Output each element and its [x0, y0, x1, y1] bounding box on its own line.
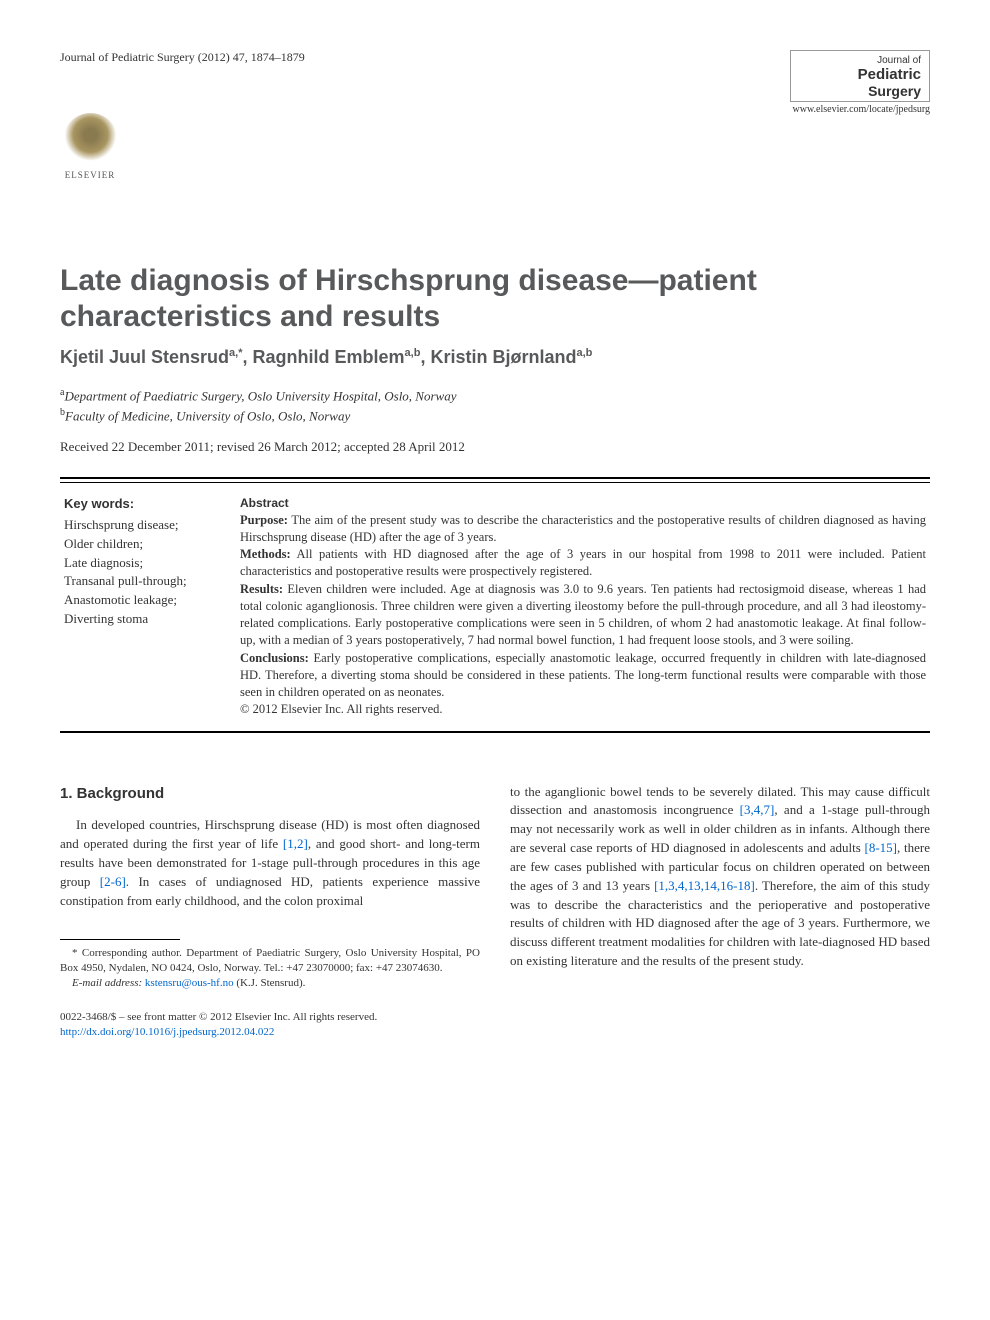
elsevier-tree-icon: [63, 113, 118, 168]
citation-line: Journal of Pediatric Surgery (2012) 47, …: [60, 50, 305, 65]
author-1-name: Kjetil Juul Stensrud: [60, 347, 229, 367]
ref-link-2-6[interactable]: [2-6]: [100, 874, 126, 889]
journal-name-2: Surgery: [799, 83, 921, 99]
journal-url: www.elsevier.com/locate/jpedsurg: [793, 104, 930, 115]
header-row: Journal of Pediatric Surgery (2012) 47, …: [60, 50, 930, 115]
abstract-results: Results: Eleven children were included. …: [240, 581, 926, 650]
footnote-separator: [60, 939, 180, 940]
journal-box: Journal of Pediatric Surgery: [790, 50, 930, 102]
conclusions-label: Conclusions:: [240, 651, 309, 665]
keywords-list: Hirschsprung disease; Older children; La…: [64, 516, 226, 629]
abstract-conclusions: Conclusions: Early postoperative complic…: [240, 650, 926, 702]
publisher-label: ELSEVIER: [65, 170, 116, 180]
email-suffix: (K.J. Stensrud).: [234, 977, 306, 989]
abstract-heading: Abstract: [240, 495, 926, 512]
ref-link-3-4-7[interactable]: [3,4,7]: [740, 802, 775, 817]
abstract-purpose: Purpose: The aim of the present study wa…: [240, 512, 926, 547]
abstract-panel: Abstract Purpose: The aim of the present…: [240, 482, 930, 731]
bottom-matter: 0022-3468/$ – see front matter © 2012 El…: [60, 1010, 480, 1041]
publisher-logo-row: ELSEVIER: [60, 113, 930, 183]
right-column: to the aganglionic bowel tends to be sev…: [510, 783, 930, 1041]
author-2-sup: a,b: [405, 347, 421, 359]
journal-of-label: Journal of: [799, 55, 921, 66]
corresponding-footnote: * Corresponding author. Department of Pa…: [60, 946, 480, 992]
ref-link-1-2[interactable]: [1,2]: [283, 836, 308, 851]
article-dates: Received 22 December 2011; revised 26 Ma…: [60, 439, 930, 455]
journal-name-1: Pediatric: [799, 66, 921, 83]
purpose-label: Purpose:: [240, 513, 288, 527]
abstract-methods: Methods: All patients with HD diagnosed …: [240, 546, 926, 581]
email-line: E-mail address: kstensru@ous-hf.no (K.J.…: [60, 976, 480, 991]
issn-copyright-line: 0022-3468/$ – see front matter © 2012 El…: [60, 1010, 480, 1025]
body-paragraph-2: to the aganglionic bowel tends to be sev…: [510, 783, 930, 971]
author-2-name: Ragnhild Emblem: [253, 347, 405, 367]
left-column: 1. Background In developed countries, Hi…: [60, 783, 480, 1041]
affiliation-a: aDepartment of Paediatric Surgery, Oslo …: [60, 386, 930, 406]
authors-line: Kjetil Juul Stensruda,*, Ragnhild Emblem…: [60, 347, 930, 368]
methods-label: Methods:: [240, 547, 291, 561]
author-3-name: Kristin Bjørnland: [430, 347, 576, 367]
affil-a-text: Department of Paediatric Surgery, Oslo U…: [64, 388, 456, 403]
keywords-heading: Key words:: [64, 495, 226, 514]
affiliations: aDepartment of Paediatric Surgery, Oslo …: [60, 386, 930, 425]
corresponding-text: * Corresponding author. Department of Pa…: [60, 946, 480, 977]
email-label: E-mail address:: [72, 977, 142, 989]
body-columns: 1. Background In developed countries, Hi…: [60, 783, 930, 1041]
article-title: Late diagnosis of Hirschsprung disease—p…: [60, 263, 930, 335]
ref-link-8-15[interactable]: [8-15]: [865, 840, 898, 855]
elsevier-logo: ELSEVIER: [60, 113, 120, 183]
affiliation-b: bFaculty of Medicine, University of Oslo…: [60, 406, 930, 426]
body-paragraph-1: In developed countries, Hirschsprung dis…: [60, 816, 480, 910]
ref-link-multi[interactable]: [1,3,4,13,14,16-18]: [654, 878, 755, 893]
abstract-copyright: © 2012 Elsevier Inc. All rights reserved…: [240, 701, 926, 718]
affil-b-text: Faculty of Medicine, University of Oslo,…: [65, 408, 350, 423]
section-1-heading: 1. Background: [60, 783, 480, 805]
keywords-panel: Key words: Hirschsprung disease; Older c…: [60, 482, 240, 731]
journal-badge: Journal of Pediatric Surgery www.elsevie…: [790, 50, 930, 115]
purpose-text: The aim of the present study was to desc…: [240, 513, 926, 544]
conclusions-text: Early postoperative complications, espec…: [240, 651, 926, 700]
author-3-sup: a,b: [576, 347, 592, 359]
email-address[interactable]: kstensru@ous-hf.no: [145, 977, 234, 989]
methods-text: All patients with HD diagnosed after the…: [240, 547, 926, 578]
results-label: Results:: [240, 582, 283, 596]
author-1-sup: a,*: [229, 347, 242, 359]
results-text: Eleven children were included. Age at di…: [240, 582, 926, 648]
doi-link[interactable]: http://dx.doi.org/10.1016/j.jpedsurg.201…: [60, 1025, 480, 1040]
abstract-block: Key words: Hirschsprung disease; Older c…: [60, 477, 930, 733]
